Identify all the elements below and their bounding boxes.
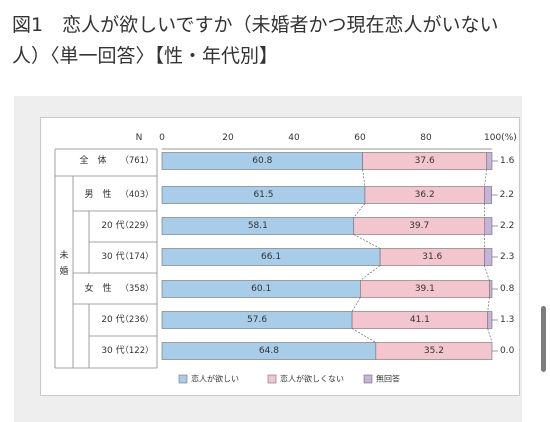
- legend-label: 恋人が欲しい: [191, 374, 239, 384]
- row-n-value: （761）: [120, 155, 153, 166]
- legend-label: 無回答: [376, 374, 400, 384]
- connector-line: [484, 169, 488, 187]
- row-label: 20 代: [101, 314, 124, 325]
- bar-value-label: 39.1: [415, 284, 435, 294]
- legend-swatch: [267, 374, 277, 384]
- bar-value-label: 66.1: [261, 252, 281, 262]
- row-label: 20 代: [101, 220, 124, 231]
- row-n-value: （403）: [120, 189, 153, 200]
- bar-value-label: 1.3: [500, 315, 514, 325]
- scrollbar-thumb[interactable]: [541, 306, 546, 372]
- bar-segment: [489, 280, 493, 298]
- bar-value-label: 2.2: [500, 221, 514, 231]
- row-label: 女 性: [84, 282, 111, 294]
- connector-line: [362, 169, 366, 187]
- legend-label: 恋人が欲しくない: [280, 374, 344, 384]
- row-n-value: （358）: [120, 283, 153, 294]
- row-label: 全 体: [79, 154, 106, 166]
- bar-value-label: 1.6: [500, 156, 515, 166]
- connector-line: [351, 297, 361, 312]
- x-tick-label: 60: [354, 133, 366, 143]
- row-label: 男 性: [84, 188, 111, 200]
- bar-segment: [484, 248, 493, 266]
- legend-swatch: [363, 374, 373, 384]
- connector-line: [351, 328, 376, 343]
- bar-value-label: 39.7: [409, 221, 429, 231]
- bar-value-label: 2.3: [500, 252, 514, 262]
- x-tick-label: 80: [420, 133, 432, 143]
- stacked-bar-chart: N 0 20 40 60 80 100(%)未婚全 体（761）男 性（403）20 代（2…: [54, 133, 517, 384]
- page-title: 図1 恋人が欲しいですか（未婚者かつ現在恋人がいない人）〈単一回答〉【性・年代別…: [12, 14, 499, 67]
- row-label: 30 代: [101, 251, 124, 262]
- connector-line: [487, 297, 490, 312]
- row-n-value: （229）: [120, 220, 153, 231]
- x-tick-label: 0: [159, 133, 165, 143]
- bar-value-label: 2.2: [500, 190, 514, 200]
- n-header: N: [136, 133, 143, 143]
- bar-value-label: 31.6: [422, 252, 442, 262]
- bar-value-label: 60.1: [251, 284, 271, 294]
- group-label-char: 婚: [59, 265, 68, 277]
- bar-value-label: 64.8: [259, 346, 279, 356]
- connector-line: [353, 203, 366, 218]
- bar-value-label: 0.0: [500, 346, 515, 356]
- bar-value-label: 57.6: [247, 315, 267, 325]
- x-tick-label: 20: [222, 133, 234, 143]
- bar-value-label: 58.1: [248, 221, 268, 231]
- connector-line: [360, 265, 381, 281]
- legend-swatch: [178, 374, 188, 384]
- bar-segment: [486, 152, 493, 170]
- bar-value-label: 36.2: [415, 190, 435, 200]
- connector-line: [353, 234, 381, 249]
- connector-line: [487, 328, 493, 343]
- scrollbar-track[interactable]: [541, 96, 546, 422]
- x-tick-label: 100(%): [484, 133, 517, 143]
- bar-segment: [487, 311, 493, 329]
- bar-value-label: 0.8: [500, 284, 515, 294]
- bar-value-label: 60.8: [252, 156, 272, 166]
- row-label: 30 代: [101, 345, 124, 356]
- group-label-char: 未: [59, 249, 68, 261]
- bar-value-label: 35.2: [424, 346, 444, 356]
- bar-value-label: 41.1: [410, 315, 430, 325]
- row-n-value: （236）: [120, 314, 153, 325]
- bar-value-label: 37.6: [415, 156, 435, 166]
- bar-value-label: 61.5: [253, 190, 273, 200]
- bar-segment: [484, 217, 493, 235]
- bar-segment: [484, 186, 492, 204]
- row-n-value: （122）: [120, 345, 153, 356]
- connector-line: [484, 265, 490, 281]
- chart-card: N 0 20 40 60 80 100(%) 未婚全 体（761）男 性（403） 20 代（2…: [40, 117, 520, 396]
- row-n-value: （174）: [120, 251, 153, 262]
- x-tick-label: 40: [288, 133, 300, 143]
